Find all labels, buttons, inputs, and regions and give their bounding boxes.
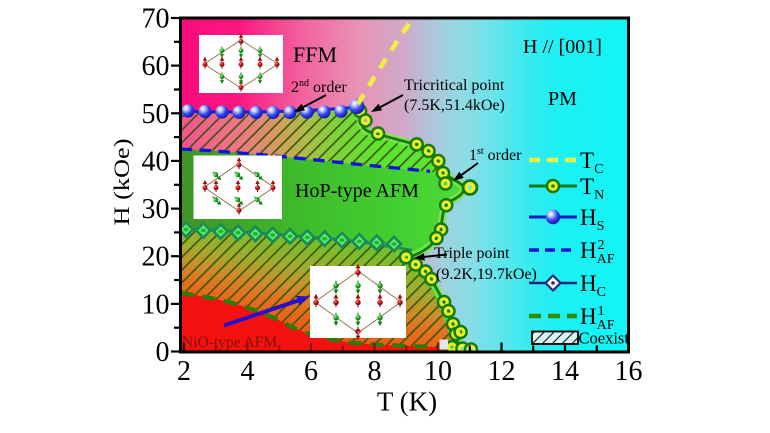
svg-text:(9.2K,19.7kOe): (9.2K,19.7kOe) [436,266,537,283]
svg-text:14: 14 [551,356,579,387]
svg-text:Triple point: Triple point [434,245,510,262]
svg-text:H // [001]: H // [001] [523,36,602,58]
svg-text:Coexist: Coexist [579,329,630,348]
svg-text:4: 4 [241,356,255,387]
svg-text:FFM: FFM [293,42,337,67]
svg-text:10: 10 [142,289,170,320]
svg-text:NiO-type AFM: NiO-type AFM [182,334,277,351]
svg-text:H (kOe): H (kOe) [109,139,134,226]
svg-text:6: 6 [304,356,318,387]
svg-text:12: 12 [488,356,516,387]
svg-text:2: 2 [177,356,191,387]
svg-text:70: 70 [142,4,170,35]
svg-text:Tricritical point: Tricritical point [404,77,505,94]
svg-text:20: 20 [142,242,170,273]
svg-text:50: 50 [142,99,170,130]
svg-text:16: 16 [615,356,643,387]
svg-text:HoP-type AFM: HoP-type AFM [295,180,419,202]
svg-text:40: 40 [142,146,170,177]
svg-text:T (K): T (K) [377,387,437,417]
svg-text:1st order: 1st order [469,146,522,164]
svg-text:10: 10 [424,356,452,387]
svg-text:60: 60 [142,51,170,82]
svg-text:HC: HC [580,271,606,300]
svg-text:PM: PM [548,88,577,110]
svg-text:30: 30 [142,194,170,225]
svg-text:(7.5K,51.4kOe): (7.5K,51.4kOe) [404,97,505,114]
svg-text:0: 0 [156,337,170,368]
svg-text:8: 8 [368,356,382,387]
